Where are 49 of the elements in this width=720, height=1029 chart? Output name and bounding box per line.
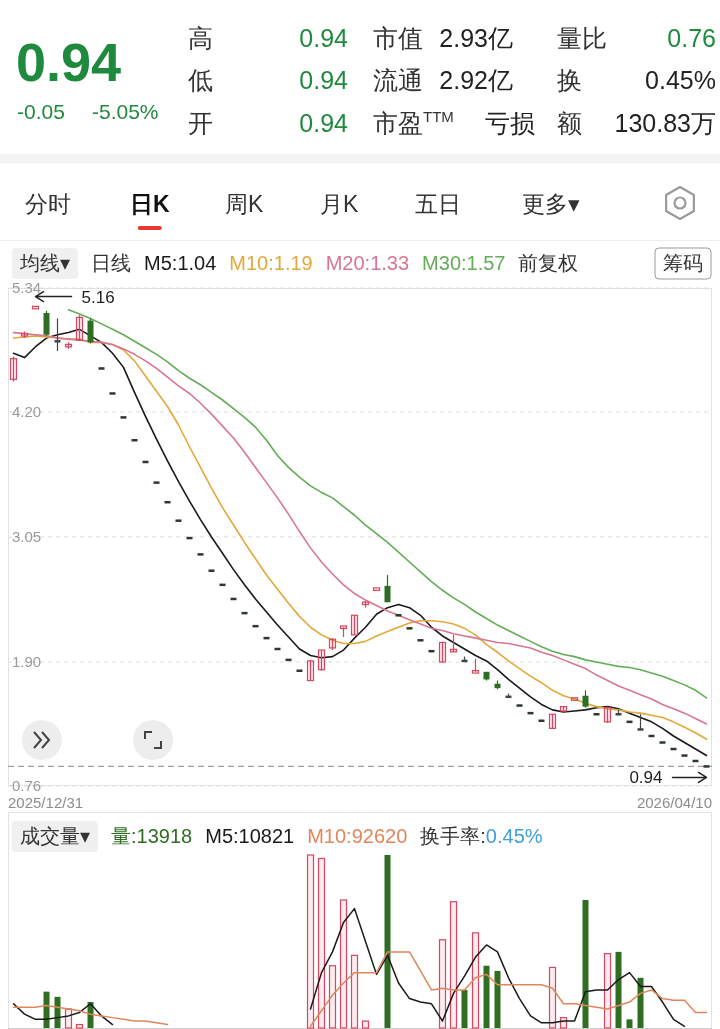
tab-label: 日K <box>130 191 170 217</box>
text: 0.94 <box>299 109 348 137</box>
tab-label: 五日 <box>415 191 461 217</box>
tab-label: 月K <box>320 191 359 217</box>
text: 2.92亿 <box>439 66 513 94</box>
text: 130.83万 <box>614 109 716 137</box>
dropdown-button: 均线▾ <box>12 248 79 279</box>
text: 流通 <box>373 66 423 94</box>
text: 0.94 <box>16 32 122 92</box>
text: 2.93亿 <box>439 24 513 52</box>
legend-entry: M10:1.19 <box>229 252 313 274</box>
text: -5.05% <box>92 100 159 123</box>
text: 换 <box>557 66 582 94</box>
text: -0.05 <box>17 100 65 123</box>
label: 前复权 <box>518 252 579 274</box>
legend-entry: M5:1.04 <box>144 252 217 274</box>
text: 0.94 <box>299 66 348 94</box>
tab-label: 分时 <box>25 191 71 217</box>
label: 量:13918 <box>111 825 193 847</box>
text: 0.94 <box>299 24 348 52</box>
text: 高 <box>188 24 213 52</box>
legend-entry: M30:1.57 <box>422 252 506 274</box>
text: 市盈$^{TTM}$ <box>373 107 454 137</box>
text: 量比 <box>557 24 607 52</box>
y-tick-label: 1.90 <box>12 653 42 671</box>
label: 日线 <box>91 252 132 274</box>
dropdown-button: 成交量▾ <box>12 821 99 852</box>
legend-entry: M20:1.33 <box>325 252 410 274</box>
tab-label: 更多▾ <box>522 191 580 217</box>
annotation: 0.94 <box>629 768 663 788</box>
legend-entry: M10:92620 <box>307 825 408 847</box>
text: 低 <box>188 66 213 94</box>
y-tick-label: 5.34 <box>12 279 42 296</box>
text: 亏损 <box>485 109 535 137</box>
y-tick-label: 4.20 <box>12 402 42 420</box>
text: 市值 <box>373 24 423 52</box>
text: 0.45% <box>645 66 716 94</box>
text: 额 <box>557 109 582 137</box>
button: 筹码 <box>654 247 712 280</box>
date-label: 2026/04/10 <box>636 794 712 811</box>
y-tick-label: 3.05 <box>12 528 42 545</box>
date-label: 2025/12/31 <box>8 794 84 811</box>
text: 0.76 <box>667 24 716 52</box>
tab-label: 周K <box>225 191 264 217</box>
y-tick-label: 0.76 <box>12 777 42 794</box>
label: 换手率:0.45% <box>420 825 543 847</box>
annotation: 5.16 <box>81 287 115 307</box>
legend-entry: M5:10821 <box>205 825 295 847</box>
text: 开 <box>188 109 213 137</box>
